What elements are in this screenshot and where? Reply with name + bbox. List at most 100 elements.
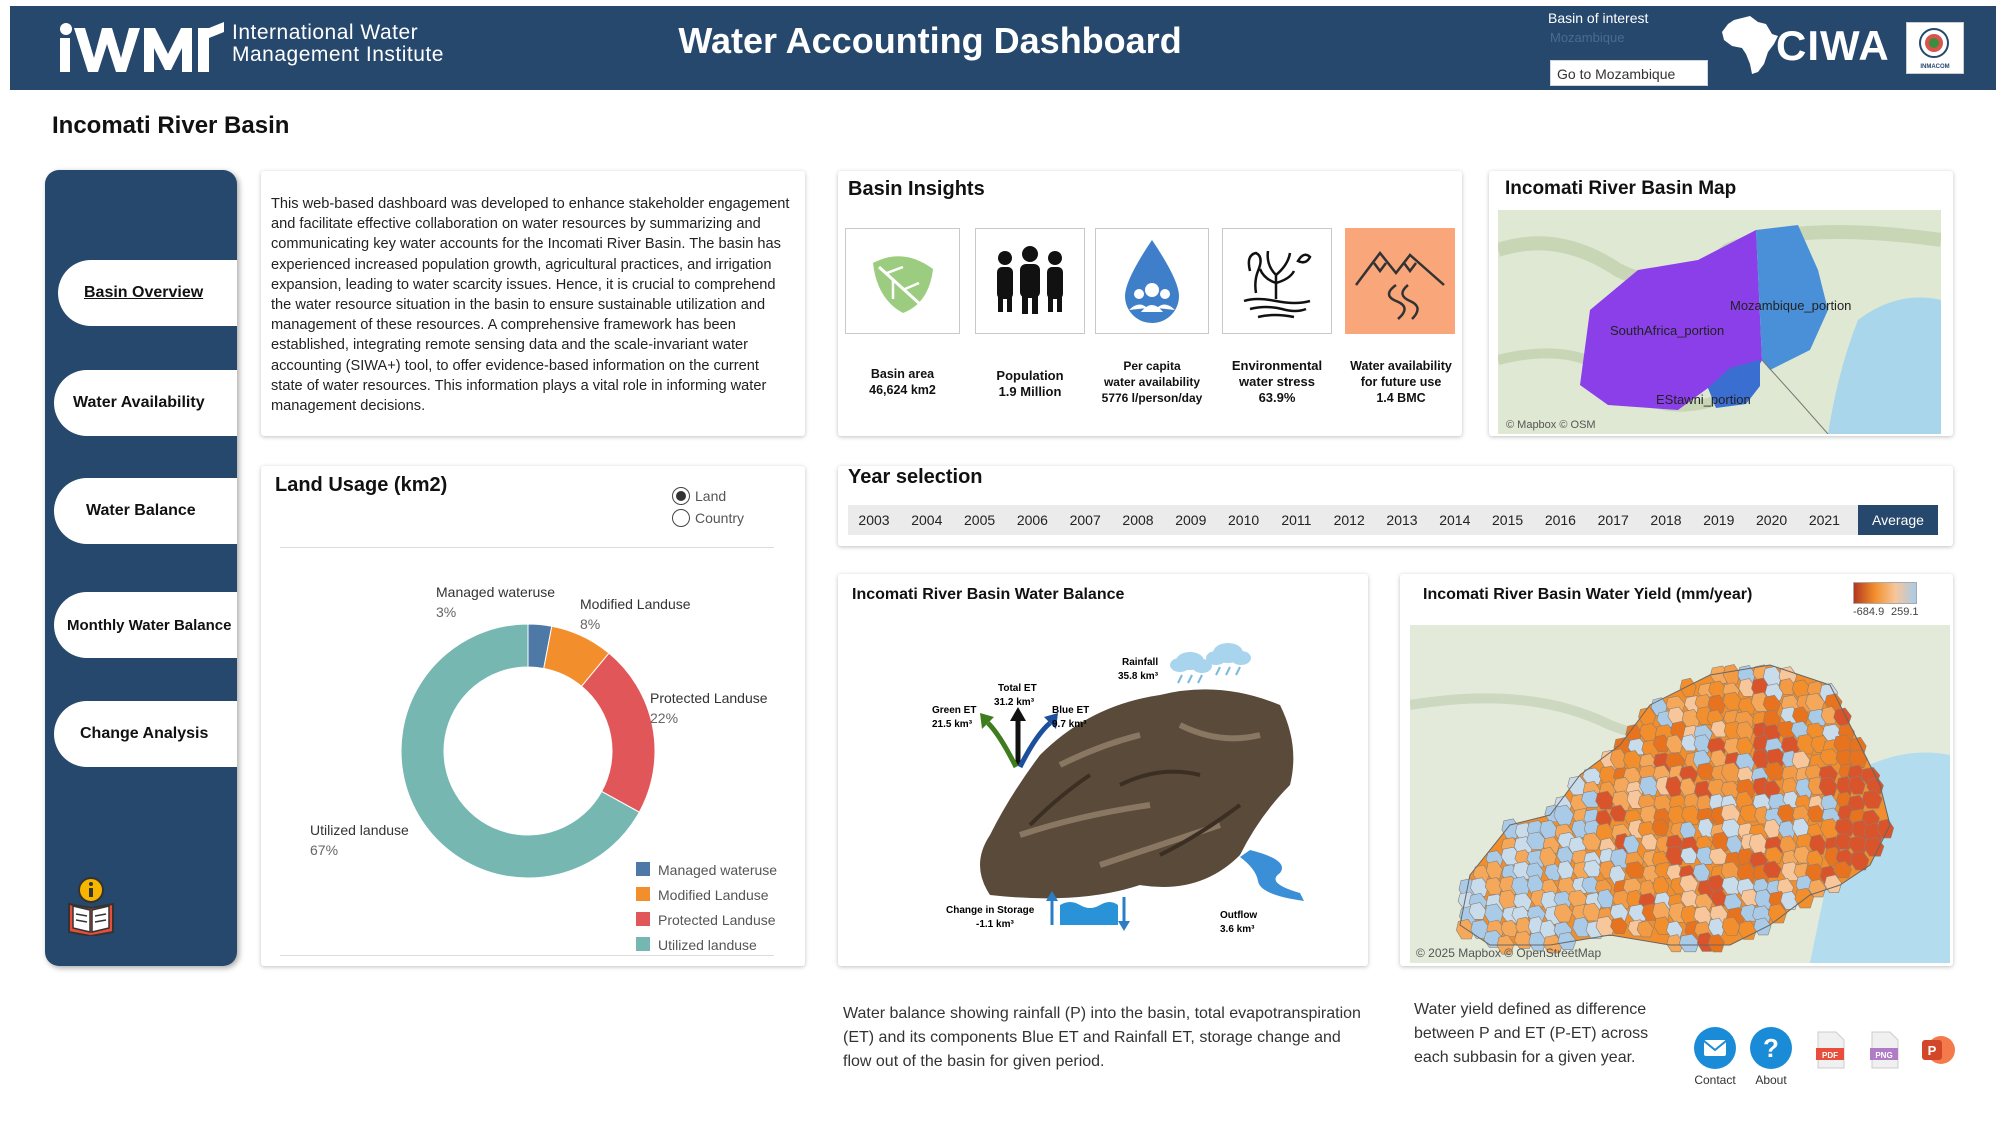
- basin-map[interactable]: Mozambique_portion SouthAfrica_portion E…: [1498, 210, 1941, 434]
- goto-basin-button[interactable]: Go to Mozambique: [1550, 60, 1708, 86]
- sidebar-item-monthly-water-balance[interactable]: Monthly Water Balance: [54, 592, 237, 658]
- subbasin-cell[interactable]: [1778, 678, 1796, 696]
- subbasin-cell[interactable]: [1640, 833, 1659, 851]
- subbasin-cell[interactable]: [1694, 893, 1714, 911]
- subbasin-cell[interactable]: [1833, 860, 1852, 879]
- subbasin-cell[interactable]: [1708, 917, 1726, 937]
- subbasin-cell[interactable]: [1710, 720, 1729, 738]
- subbasin-cell[interactable]: [1609, 903, 1629, 922]
- year-button-2010[interactable]: 2010: [1228, 512, 1260, 528]
- subbasin-cell[interactable]: [1625, 861, 1646, 879]
- subbasin-cell[interactable]: [1792, 706, 1810, 725]
- subbasin-cell[interactable]: [1581, 790, 1602, 808]
- subbasin-cell[interactable]: [1850, 850, 1870, 871]
- subbasin-cell[interactable]: [1696, 762, 1716, 780]
- year-average-button[interactable]: Average: [1858, 505, 1938, 535]
- subbasin-cell[interactable]: [1721, 876, 1743, 895]
- year-button-2015[interactable]: 2015: [1492, 512, 1524, 528]
- year-button-2009[interactable]: 2009: [1175, 512, 1207, 528]
- subbasin-cell[interactable]: [1597, 889, 1615, 908]
- subbasin-cell[interactable]: [1595, 790, 1615, 810]
- sidebar-item-water-balance[interactable]: Water Balance: [54, 478, 237, 544]
- subbasin-cell[interactable]: [1680, 734, 1699, 752]
- subbasin-cell[interactable]: [1544, 863, 1562, 881]
- subbasin-cell[interactable]: [1708, 680, 1727, 699]
- subbasin-cell[interactable]: [1583, 859, 1602, 878]
- subbasin-cell[interactable]: [1679, 765, 1699, 783]
- subbasin-cell[interactable]: [1861, 789, 1883, 809]
- sidebar-item-change-analysis[interactable]: Change Analysis: [54, 701, 237, 767]
- country-radio[interactable]: Country: [672, 508, 744, 528]
- subbasin-cell[interactable]: [1695, 846, 1716, 865]
- subbasin-cell[interactable]: [1665, 845, 1685, 866]
- subbasin-cell[interactable]: [1848, 775, 1866, 795]
- subbasin-cell[interactable]: [1739, 804, 1761, 823]
- subbasin-cell[interactable]: [1866, 777, 1884, 795]
- land-radio[interactable]: Land: [672, 486, 744, 506]
- subbasin-cell[interactable]: [1612, 890, 1632, 909]
- subbasin-cell[interactable]: [1484, 877, 1504, 895]
- subbasin-cell[interactable]: [1485, 860, 1503, 880]
- year-button-2011[interactable]: 2011: [1281, 512, 1312, 528]
- donut-slice-protected-landuse[interactable]: [580, 652, 656, 813]
- subbasin-cell[interactable]: [1611, 790, 1632, 811]
- subbasin-cell[interactable]: [1678, 933, 1700, 953]
- year-button-2016[interactable]: 2016: [1544, 512, 1576, 528]
- pdf-export-icon[interactable]: PDF: [1814, 1030, 1848, 1070]
- subbasin-cell[interactable]: [1762, 860, 1782, 878]
- subbasin-cell[interactable]: [1722, 664, 1741, 685]
- subbasin-cell[interactable]: [1556, 846, 1574, 865]
- ppt-export-icon[interactable]: P: [1920, 1032, 1956, 1068]
- year-button-2008[interactable]: 2008: [1122, 512, 1154, 528]
- subbasin-cell[interactable]: [1710, 889, 1728, 907]
- subbasin-cell[interactable]: [1623, 750, 1643, 770]
- subbasin-cell[interactable]: [1636, 920, 1654, 938]
- subbasin-cell[interactable]: [1863, 837, 1885, 857]
- subbasin-cell[interactable]: [1738, 920, 1757, 940]
- png-export-icon[interactable]: PNG: [1868, 1030, 1902, 1070]
- subbasin-cell[interactable]: [1528, 931, 1547, 952]
- subbasin-cell[interactable]: [1835, 832, 1853, 850]
- info-book-icon[interactable]: [65, 876, 117, 936]
- subbasin-cell[interactable]: [1553, 903, 1573, 923]
- subbasin-cell[interactable]: [1707, 934, 1725, 953]
- year-button-2005[interactable]: 2005: [964, 512, 996, 528]
- donut-slice-utilized-landuse[interactable]: [400, 623, 640, 879]
- subbasin-cell[interactable]: [1736, 721, 1754, 741]
- subbasin-cell[interactable]: [1796, 733, 1816, 755]
- about-button[interactable]: ? About: [1748, 1026, 1794, 1087]
- subbasin-cell[interactable]: [1738, 678, 1756, 697]
- year-button-2014[interactable]: 2014: [1439, 512, 1471, 528]
- year-button-2007[interactable]: 2007: [1069, 512, 1101, 528]
- subbasin-cell[interactable]: [1765, 748, 1787, 767]
- subbasin-cell[interactable]: [1681, 805, 1702, 825]
- subbasin-cell[interactable]: [1778, 820, 1797, 839]
- subbasin-cell[interactable]: [1470, 877, 1489, 897]
- subbasin-cell[interactable]: [1721, 916, 1741, 936]
- contact-button[interactable]: Contact: [1692, 1026, 1738, 1087]
- water-yield-map[interactable]: © 2025 Mapbox © OpenStreetMap: [1410, 625, 1950, 963]
- subbasin-cell[interactable]: [1609, 804, 1627, 822]
- subbasin-cell[interactable]: [1500, 919, 1519, 937]
- year-button-2013[interactable]: 2013: [1386, 512, 1418, 528]
- subbasin-cell[interactable]: [1807, 805, 1825, 823]
- subbasin-cell[interactable]: [1514, 930, 1534, 949]
- subbasin-cell[interactable]: [1767, 903, 1788, 924]
- sidebar-item-water-availability[interactable]: Water Availability: [54, 370, 237, 436]
- subbasin-cell[interactable]: [1665, 734, 1684, 754]
- subbasin-cell[interactable]: [1820, 706, 1839, 725]
- subbasin-cell[interactable]: [1809, 834, 1827, 855]
- subbasin-cell[interactable]: [1652, 734, 1671, 753]
- subbasin-cell[interactable]: [1764, 846, 1784, 864]
- basin-of-interest-value[interactable]: Mozambique: [1550, 30, 1625, 45]
- subbasin-cell[interactable]: [1818, 776, 1838, 797]
- subbasin-cell[interactable]: [1762, 694, 1781, 713]
- land-usage-donut-chart[interactable]: [400, 623, 656, 879]
- year-button-2020[interactable]: 2020: [1756, 512, 1788, 528]
- subbasin-cell[interactable]: [1697, 818, 1715, 838]
- subbasin-cell[interactable]: [1736, 862, 1757, 884]
- year-button-2021[interactable]: 2021: [1808, 512, 1840, 528]
- subbasin-cell[interactable]: [1824, 874, 1842, 893]
- subbasin-cell[interactable]: [1651, 818, 1670, 836]
- sidebar-item-basin-overview[interactable]: Basin Overview: [58, 260, 237, 326]
